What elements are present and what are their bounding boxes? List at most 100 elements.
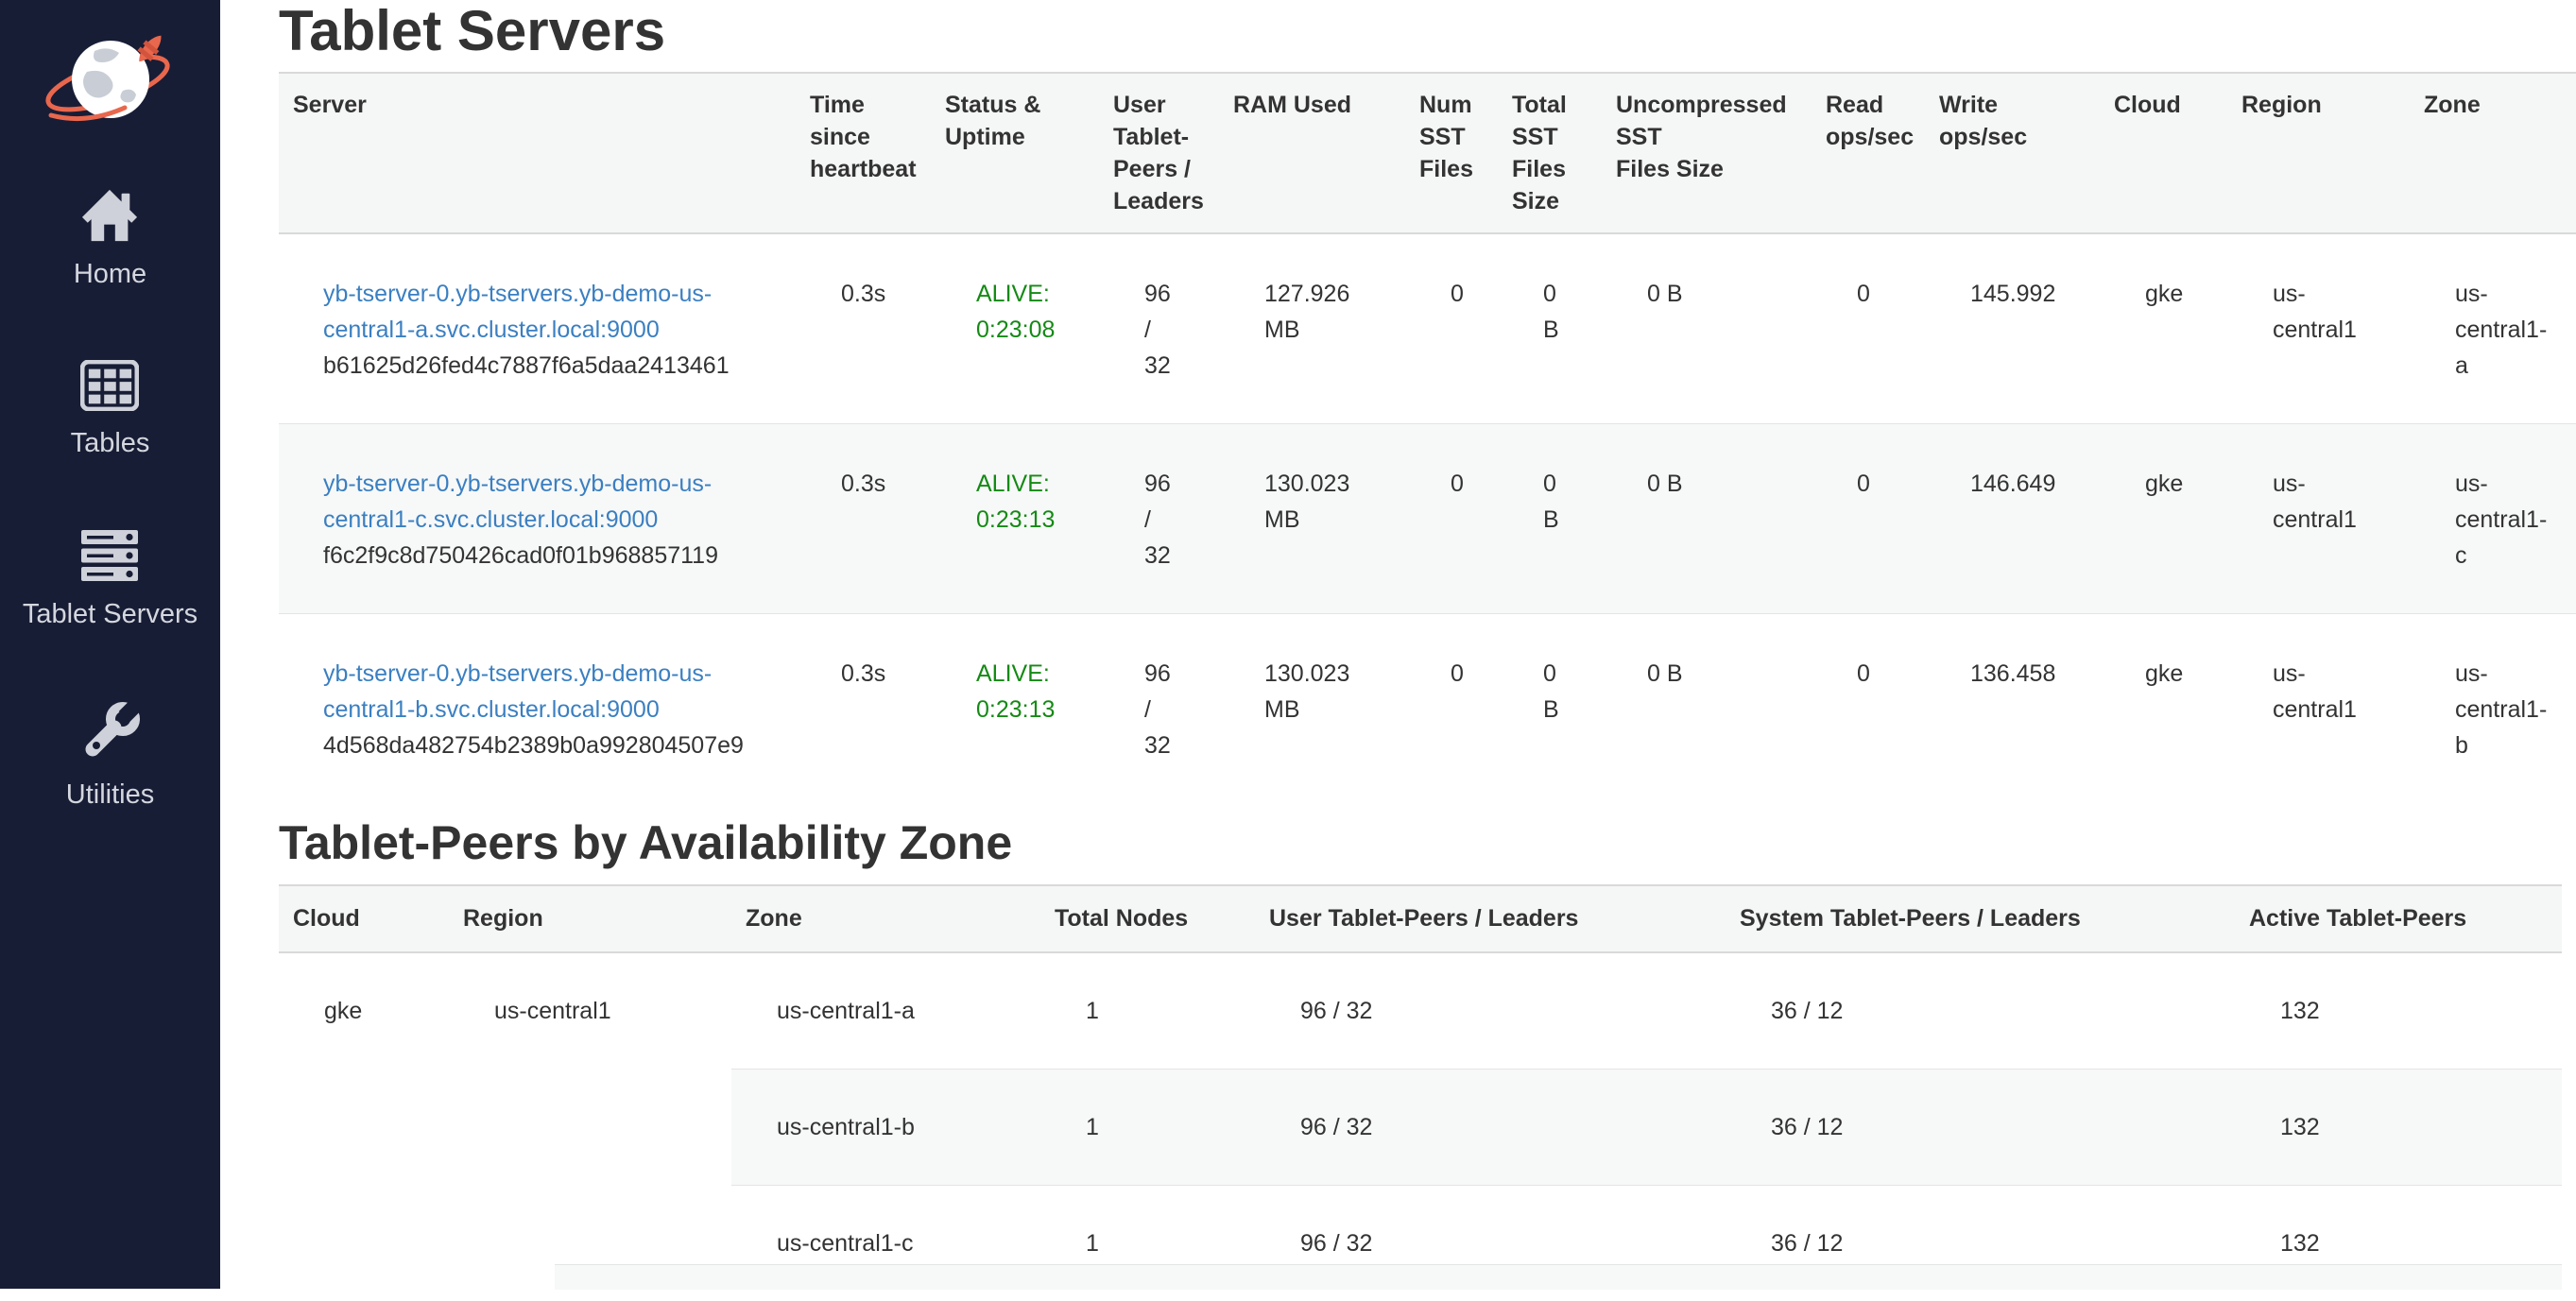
tserver-uuid: 4d568da482754b2389b0a992804507e9 <box>323 728 784 763</box>
write-ops-cell: 136.458 <box>1925 614 2100 804</box>
col-header-heartbeat: Time since heartbeat <box>796 73 931 233</box>
total-sst-size-cell: 0 B <box>1498 614 1602 804</box>
cloud-cell: gke <box>2100 614 2227 804</box>
num-sst-files-cell: 0 <box>1405 233 1498 424</box>
zone-cell: us-central1-b <box>731 1070 1040 1186</box>
sidebar: Home Tables <box>0 0 220 1289</box>
user-tablet-peers-cell: 96 / 32 <box>1255 952 1726 1070</box>
col-header-region: Region <box>449 885 731 952</box>
status-cell: ALIVE: 0:23:13 <box>931 614 1099 804</box>
col-header-total-nodes: Total Nodes <box>1040 885 1255 952</box>
num-sst-files-cell: 0 <box>1405 424 1498 614</box>
table-header-row: Server Time since heartbeat Status & Upt… <box>279 73 2576 233</box>
col-header-region: Region <box>2227 73 2410 233</box>
sidebar-item-label: Home <box>74 258 146 290</box>
table-row: yb-tserver-0.yb-tservers.yb-demo-us- cen… <box>279 424 2576 614</box>
region-cell: us- central1 <box>2227 424 2410 614</box>
col-header-total-sst-size: Total SST Files Size <box>1498 73 1602 233</box>
col-header-zone: Zone <box>731 885 1040 952</box>
sidebar-item-label: Utilities <box>66 779 154 811</box>
system-tablet-peers-cell: 36 / 12 <box>1726 952 2235 1070</box>
col-header-user-tablet-peers: User Tablet- Peers / Leaders <box>1099 73 1219 233</box>
zone-cell: us- central1- a <box>2410 233 2576 424</box>
page-title: Tablet Servers <box>279 0 2576 62</box>
col-header-system-tablet-peers: System Tablet-Peers / Leaders <box>1726 885 2235 952</box>
col-header-server: Server <box>279 73 796 233</box>
ram-used-cell: 127.926 MB <box>1219 233 1405 424</box>
region-cell: us-central1 <box>449 952 731 1301</box>
server-cell: yb-tserver-0.yb-tservers.yb-demo-us- cen… <box>279 614 796 804</box>
read-ops-cell: 0 <box>1812 233 1925 424</box>
tserver-uuid: b61625d26fed4c7887f6a5daa2413461 <box>323 348 784 384</box>
col-header-num-sst-files: Num SST Files <box>1405 73 1498 233</box>
zone-cell: us-central1-a <box>731 952 1040 1070</box>
user-tablet-peers-cell: 96 / 32 <box>1099 424 1219 614</box>
col-header-ram-used: RAM Used <box>1219 73 1405 233</box>
sidebar-item-label: Tables <box>71 427 150 459</box>
main-content: Tablet Servers Server Time since heartbe… <box>279 0 2576 1301</box>
server-cell: yb-tserver-0.yb-tservers.yb-demo-us- cen… <box>279 424 796 614</box>
total-sst-size-cell: 0 B <box>1498 424 1602 614</box>
cloud-cell: gke <box>2100 233 2227 424</box>
status-cell: ALIVE: 0:23:13 <box>931 424 1099 614</box>
sidebar-item-tablet-servers[interactable]: Tablet Servers <box>23 529 197 630</box>
col-header-cloud: Cloud <box>279 885 449 952</box>
tablet-servers-icon <box>79 529 140 587</box>
table-header-row: Cloud Region Zone Total Nodes User Table… <box>279 885 2562 952</box>
read-ops-cell: 0 <box>1812 614 1925 804</box>
tables-grid-icon <box>80 360 139 416</box>
tserver-link[interactable]: yb-tserver-0.yb-tservers.yb-demo-us- cen… <box>323 471 712 533</box>
active-tablet-peers-cell: 132 <box>2235 952 2562 1070</box>
table-row: yb-tserver-0.yb-tservers.yb-demo-us- cen… <box>279 614 2576 804</box>
uncompressed-sst-size-cell: 0 B <box>1602 424 1812 614</box>
sidebar-item-label: Tablet Servers <box>23 598 197 630</box>
sidebar-item-utilities[interactable]: Utilities <box>66 700 154 811</box>
col-header-active-tablet-peers: Active Tablet-Peers <box>2235 885 2562 952</box>
table-row: yb-tserver-0.yb-tservers.yb-demo-us- cen… <box>279 233 2576 424</box>
region-cell: us- central1 <box>2227 233 2410 424</box>
heartbeat-cell: 0.3s <box>796 233 931 424</box>
sidebar-item-home[interactable]: Home <box>74 187 146 290</box>
uncompressed-sst-size-cell: 0 B <box>1602 233 1812 424</box>
col-header-user-tablet-peers: User Tablet-Peers / Leaders <box>1255 885 1726 952</box>
tablet-peers-by-az-table: Cloud Region Zone Total Nodes User Table… <box>279 884 2562 1301</box>
sidebar-item-tables[interactable]: Tables <box>71 360 150 459</box>
wrench-icon <box>80 700 141 767</box>
yugabyte-logo-icon[interactable] <box>40 23 181 134</box>
active-tablet-peers-cell: 132 <box>2235 1070 2562 1186</box>
col-header-cloud: Cloud <box>2100 73 2227 233</box>
region-cell: us- central1 <box>2227 614 2410 804</box>
server-cell: yb-tserver-0.yb-tservers.yb-demo-us- cen… <box>279 233 796 424</box>
write-ops-cell: 145.992 <box>1925 233 2100 424</box>
col-header-read-ops: Read ops/sec <box>1812 73 1925 233</box>
col-header-status-uptime: Status & Uptime <box>931 73 1099 233</box>
tserver-link[interactable]: yb-tserver-0.yb-tservers.yb-demo-us- cen… <box>323 281 712 343</box>
num-sst-files-cell: 0 <box>1405 614 1498 804</box>
col-header-write-ops: Write ops/sec <box>1925 73 2100 233</box>
write-ops-cell: 146.649 <box>1925 424 2100 614</box>
az-section-title: Tablet-Peers by Availability Zone <box>279 816 2576 869</box>
tserver-uuid: f6c2f9c8d750426cad0f01b968857119 <box>323 538 784 573</box>
col-header-uncompressed-sst-size: Uncompressed SST Files Size <box>1602 73 1812 233</box>
heartbeat-cell: 0.3s <box>796 424 931 614</box>
sidebar-nav: Home Tables <box>0 187 220 811</box>
cloud-cell: gke <box>2100 424 2227 614</box>
table-row: gke us-central1 us-central1-a 1 96 / 32 … <box>279 952 2562 1070</box>
cloud-cell: gke <box>279 952 449 1301</box>
partial-next-row-stripe <box>555 1264 2562 1290</box>
user-tablet-peers-cell: 96 / 32 <box>1099 233 1219 424</box>
total-nodes-cell: 1 <box>1040 1070 1255 1186</box>
heartbeat-cell: 0.3s <box>796 614 931 804</box>
zone-cell: us- central1- c <box>2410 424 2576 614</box>
read-ops-cell: 0 <box>1812 424 1925 614</box>
total-nodes-cell: 1 <box>1040 952 1255 1070</box>
col-header-zone: Zone <box>2410 73 2576 233</box>
tserver-link[interactable]: yb-tserver-0.yb-tservers.yb-demo-us- cen… <box>323 660 712 723</box>
user-tablet-peers-cell: 96 / 32 <box>1255 1070 1726 1186</box>
uncompressed-sst-size-cell: 0 B <box>1602 614 1812 804</box>
ram-used-cell: 130.023 MB <box>1219 424 1405 614</box>
system-tablet-peers-cell: 36 / 12 <box>1726 1070 2235 1186</box>
zone-cell: us- central1- b <box>2410 614 2576 804</box>
status-cell: ALIVE: 0:23:08 <box>931 233 1099 424</box>
home-icon <box>80 187 139 247</box>
